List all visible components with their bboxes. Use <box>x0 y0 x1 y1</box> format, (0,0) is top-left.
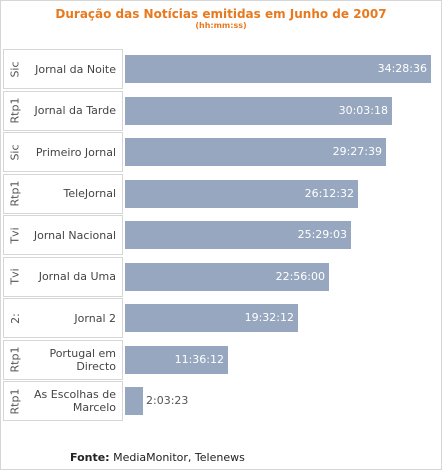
data-label-2: 29:27:39 <box>332 145 382 158</box>
channel-label: Sic <box>6 50 24 88</box>
channel-text: Sic <box>8 143 22 161</box>
channel-label: Tvi <box>6 258 24 296</box>
data-label-0: 34:28:36 <box>377 62 427 75</box>
program-label: Jornal da Uma <box>38 270 116 283</box>
program-label: Jornal da Tarde <box>34 104 116 117</box>
chart-title: Duração das Notícias emitidas em Junho d… <box>55 7 387 21</box>
category-row-4: Tvi Jornal Nacional <box>3 215 123 255</box>
bar-2 <box>125 138 386 166</box>
category-row-0: Sic Jornal da Noite <box>3 49 123 89</box>
category-row-7: Rtp1 Portugal em Directo <box>3 339 123 380</box>
program-label: Jornal Nacional <box>33 228 116 242</box>
channel-label: 2: <box>6 299 24 337</box>
channel-text: 2: <box>8 312 22 324</box>
bar-7 <box>125 345 228 374</box>
bar-4 <box>125 221 351 249</box>
category-row-5: Tvi Jornal da Uma <box>3 256 123 297</box>
data-label-3: 26:12:32 <box>304 186 354 200</box>
chart-subtitle: (hh:mm:ss) <box>195 21 247 30</box>
channel-label: Sic <box>6 133 24 171</box>
category-row-1: Rtp1 Jornal da Tarde <box>3 90 123 131</box>
program-label: TeleJornal <box>63 187 116 200</box>
bar-6 <box>125 304 298 332</box>
footer-source: MediaMonitor, Telenews <box>113 451 245 464</box>
category-row-6: 2: Jornal 2 <box>3 298 123 338</box>
bar-1 <box>125 96 392 125</box>
data-label-6: 19:32:12 <box>244 311 294 324</box>
bar-3 <box>125 179 358 208</box>
channel-label: Tvi <box>6 216 24 254</box>
channel-text: Rtp1 <box>8 97 22 124</box>
bar-0 <box>125 55 431 83</box>
data-label-8: 2:03:23 <box>146 394 189 407</box>
channel-text: Sic <box>8 60 22 78</box>
channel-text: Rtp1 <box>8 180 22 207</box>
data-label-7: 11:36:12 <box>174 352 224 366</box>
data-label-4: 25:29:03 <box>297 228 347 241</box>
channel-text: Tvi <box>8 226 22 244</box>
program-label: Primeiro Jornal <box>35 145 116 159</box>
channel-text: Rtp1 <box>8 346 22 373</box>
program-label: As Escolhas de Marcelo <box>34 388 116 414</box>
category-row-3: Rtp1 TeleJornal <box>3 173 123 214</box>
bar-5 <box>125 262 329 291</box>
data-label-1: 30:03:18 <box>338 103 388 117</box>
channel-label: Rtp1 <box>6 92 24 130</box>
category-row-2: Sic Primeiro Jornal <box>3 132 123 172</box>
bar-8 <box>125 387 143 415</box>
channel-text: Tvi <box>8 268 22 285</box>
channel-label: Rtp1 <box>6 382 24 420</box>
program-label: Jornal 2 <box>74 311 116 325</box>
program-label: Portugal em Directo <box>49 346 116 373</box>
channel-label: Rtp1 <box>6 341 24 379</box>
channel-label: Rtp1 <box>6 175 24 213</box>
footer-label: Fonte: <box>70 451 110 464</box>
program-label: Jornal da Noite <box>35 62 116 76</box>
chart-footer: Fonte: MediaMonitor, Telenews <box>70 451 245 464</box>
category-row-8: Rtp1 As Escolhas de Marcelo <box>3 381 123 421</box>
channel-text: Rtp1 <box>8 388 22 414</box>
data-label-5: 22:56:00 <box>275 269 325 283</box>
